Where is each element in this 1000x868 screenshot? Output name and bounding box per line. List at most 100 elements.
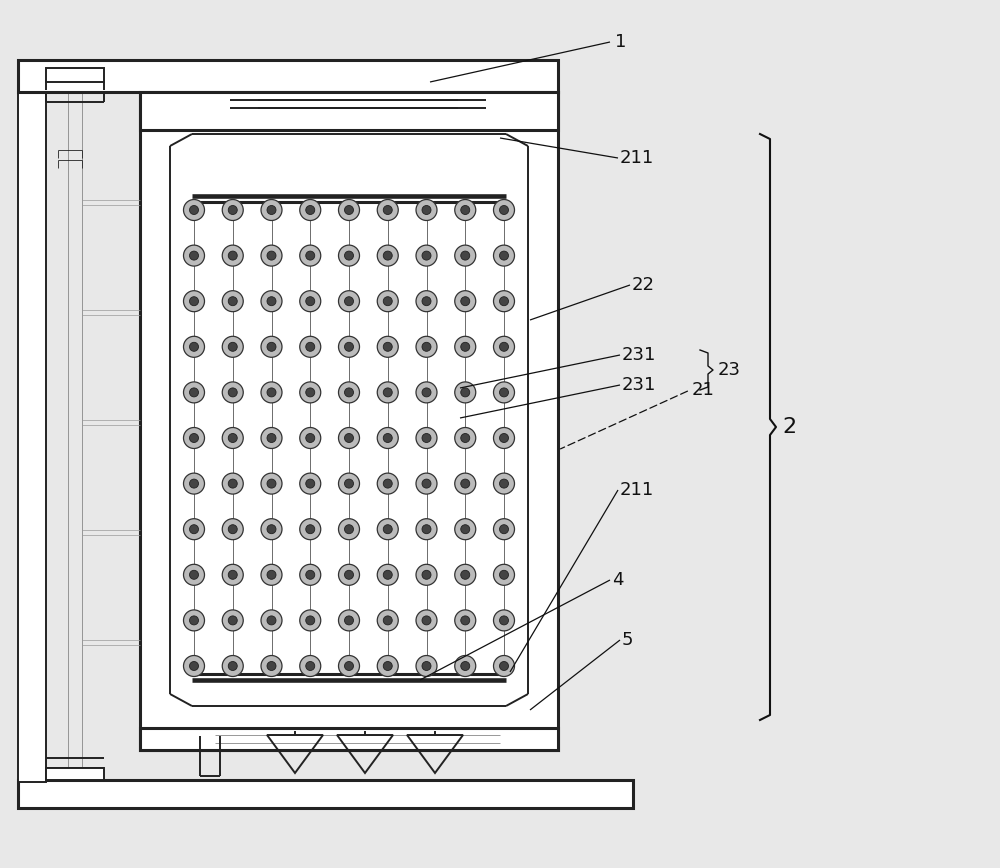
Text: 2: 2 — [782, 417, 796, 437]
Circle shape — [383, 297, 392, 306]
Circle shape — [422, 206, 431, 214]
Circle shape — [500, 433, 509, 443]
Circle shape — [344, 524, 354, 534]
Circle shape — [383, 616, 392, 625]
Circle shape — [184, 200, 205, 220]
Circle shape — [306, 251, 315, 260]
Text: 211: 211 — [620, 149, 654, 167]
Circle shape — [222, 655, 243, 676]
Circle shape — [184, 610, 205, 631]
Text: 231: 231 — [622, 376, 656, 394]
Circle shape — [461, 251, 470, 260]
Circle shape — [184, 519, 205, 540]
Circle shape — [267, 661, 276, 670]
Circle shape — [306, 661, 315, 670]
Text: 21: 21 — [692, 381, 715, 399]
Circle shape — [222, 200, 243, 220]
Circle shape — [267, 251, 276, 260]
Circle shape — [383, 433, 392, 443]
Circle shape — [344, 297, 354, 306]
Bar — [46, 68, 104, 82]
Text: 23: 23 — [718, 361, 741, 379]
Circle shape — [416, 336, 437, 358]
Bar — [140, 92, 558, 130]
Circle shape — [422, 661, 431, 670]
Circle shape — [455, 564, 476, 585]
Circle shape — [494, 519, 514, 540]
Circle shape — [494, 245, 514, 266]
Circle shape — [228, 297, 237, 306]
Circle shape — [261, 200, 282, 220]
Circle shape — [222, 610, 243, 631]
Circle shape — [338, 519, 360, 540]
Circle shape — [500, 206, 509, 214]
Circle shape — [461, 206, 470, 214]
Circle shape — [377, 564, 398, 585]
Circle shape — [344, 206, 354, 214]
Circle shape — [416, 564, 437, 585]
Circle shape — [261, 473, 282, 494]
Circle shape — [416, 428, 437, 449]
Circle shape — [267, 524, 276, 534]
Text: 211: 211 — [620, 481, 654, 499]
Circle shape — [228, 388, 237, 397]
Circle shape — [222, 245, 243, 266]
Circle shape — [190, 616, 198, 625]
Circle shape — [190, 479, 198, 488]
Circle shape — [494, 564, 514, 585]
Circle shape — [267, 388, 276, 397]
Circle shape — [455, 382, 476, 403]
Circle shape — [383, 206, 392, 214]
Circle shape — [261, 382, 282, 403]
Circle shape — [300, 200, 321, 220]
Circle shape — [500, 524, 509, 534]
Circle shape — [500, 616, 509, 625]
Circle shape — [422, 342, 431, 352]
Circle shape — [184, 382, 205, 403]
Circle shape — [300, 610, 321, 631]
Circle shape — [377, 519, 398, 540]
Circle shape — [222, 473, 243, 494]
Circle shape — [461, 433, 470, 443]
Circle shape — [422, 251, 431, 260]
Circle shape — [300, 291, 321, 312]
Circle shape — [422, 388, 431, 397]
Circle shape — [377, 428, 398, 449]
Circle shape — [228, 570, 237, 579]
Bar — [18, 780, 633, 808]
Circle shape — [494, 291, 514, 312]
Circle shape — [228, 661, 237, 670]
Circle shape — [338, 655, 360, 676]
Circle shape — [338, 428, 360, 449]
Circle shape — [300, 245, 321, 266]
Circle shape — [306, 206, 315, 214]
Circle shape — [500, 251, 509, 260]
Circle shape — [228, 616, 237, 625]
Circle shape — [300, 428, 321, 449]
Circle shape — [222, 291, 243, 312]
Circle shape — [190, 251, 198, 260]
Circle shape — [383, 479, 392, 488]
Circle shape — [338, 336, 360, 358]
Circle shape — [377, 473, 398, 494]
Circle shape — [190, 342, 198, 352]
Circle shape — [338, 245, 360, 266]
Circle shape — [494, 382, 514, 403]
Circle shape — [455, 336, 476, 358]
Circle shape — [383, 388, 392, 397]
Circle shape — [455, 519, 476, 540]
Circle shape — [228, 524, 237, 534]
Circle shape — [267, 297, 276, 306]
Circle shape — [461, 297, 470, 306]
Circle shape — [190, 524, 198, 534]
Circle shape — [416, 291, 437, 312]
Circle shape — [416, 382, 437, 403]
Circle shape — [300, 336, 321, 358]
Circle shape — [377, 655, 398, 676]
Circle shape — [261, 519, 282, 540]
Circle shape — [306, 616, 315, 625]
Circle shape — [222, 428, 243, 449]
Circle shape — [338, 200, 360, 220]
Circle shape — [267, 616, 276, 625]
Circle shape — [461, 661, 470, 670]
